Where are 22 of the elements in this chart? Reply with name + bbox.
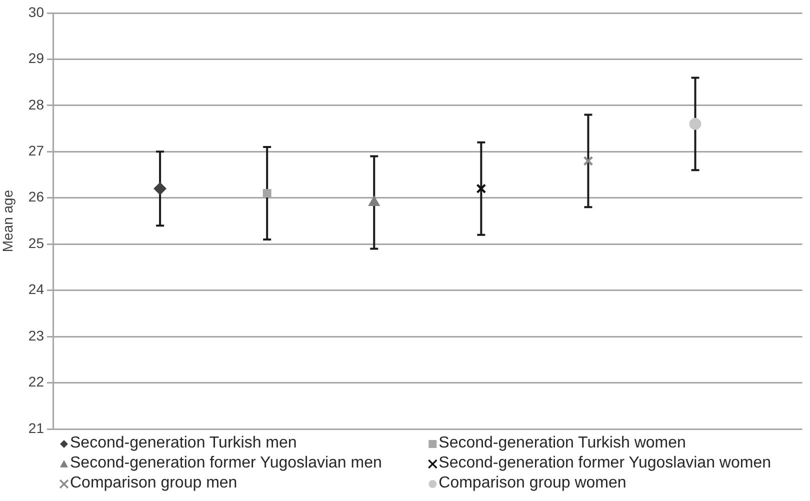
point (262, 189, 272, 198)
y-tick-label: 26 (28, 188, 44, 205)
point (583, 156, 594, 166)
point (476, 184, 486, 194)
legend-label: Comparison group women (438, 474, 626, 492)
y-tick-label: 21 (28, 420, 44, 436)
y-tick-label: 25 (28, 234, 44, 251)
legend-label: Second-generation Turkish men (70, 434, 297, 452)
legend-label: Second-generation Turkish women (438, 434, 686, 452)
legend-label: Second-generation former Yugoslavian women (438, 454, 772, 472)
y-axis-title: Mean age (0, 190, 16, 252)
point (689, 118, 702, 130)
y-tick-label: 30 (28, 4, 44, 20)
legend-label: Comparison group men (70, 474, 238, 492)
y-tick-label: 24 (28, 281, 44, 298)
y-tick-label: 22 (28, 374, 44, 390)
y-tick-label: 28 (28, 96, 44, 112)
legend-label: Second-generation former Yugoslavian men (70, 454, 382, 472)
y-tick-label: 29 (28, 50, 44, 66)
point (154, 182, 167, 196)
y-tick-label: 23 (28, 327, 44, 344)
y-tick-label: 27 (28, 142, 44, 159)
